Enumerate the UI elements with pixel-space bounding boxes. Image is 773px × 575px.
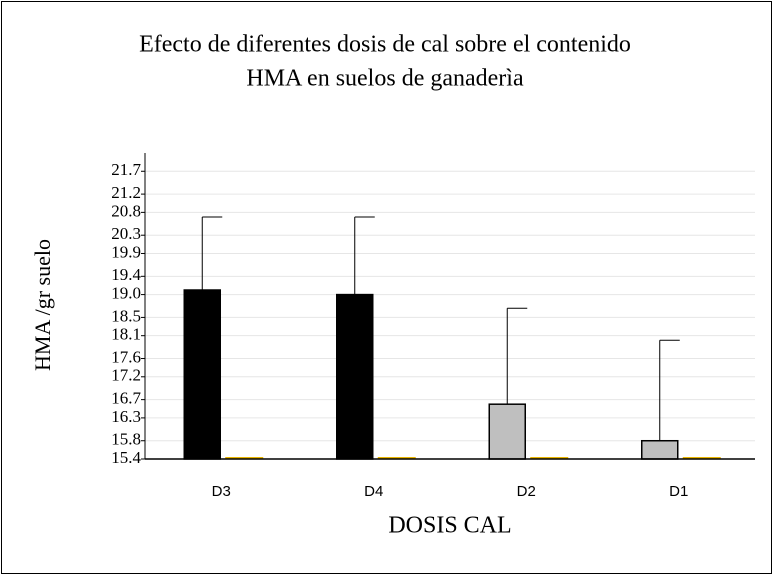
y-tick-label: 15.8 <box>111 430 141 449</box>
y-tick-label: 21.2 <box>111 183 141 202</box>
error-bar <box>201 216 223 291</box>
chart-title: Efecto de diferentes dosis de cal sobre … <box>139 32 631 58</box>
y-tick-label: 19.9 <box>111 242 141 261</box>
y-tick-label: 20.8 <box>111 201 141 220</box>
x-tick-label: D1 <box>669 483 688 500</box>
y-tick-label: 21.7 <box>111 160 141 179</box>
y-tick-label: 19.0 <box>111 283 141 302</box>
y-tick-label: 18.1 <box>111 325 141 344</box>
bar <box>488 403 526 460</box>
error-bar <box>659 339 680 441</box>
y-tick-label: 15.4 <box>111 448 141 467</box>
y-axis-title: HMA /gr suelo <box>30 239 55 371</box>
x-tick-label: D2 <box>517 483 536 500</box>
y-tick-label: 20.3 <box>111 224 141 243</box>
y-tick-label: 19.4 <box>111 265 141 284</box>
x-axis-title: DOSIS CAL <box>388 513 511 539</box>
error-bar <box>354 216 375 295</box>
bar <box>641 439 679 460</box>
y-tick-label: 18.5 <box>111 306 141 325</box>
x-tick-label: D4 <box>364 483 383 500</box>
error-bar <box>506 307 528 405</box>
x-tick-label: D3 <box>212 483 231 500</box>
y-tick-label: 16.3 <box>111 407 141 426</box>
y-tick-label: 17.6 <box>111 347 141 366</box>
bar <box>336 293 374 460</box>
bar <box>183 289 221 460</box>
chart-title: HMA en suelos de ganaderìa <box>246 66 524 92</box>
y-tick-label: 17.2 <box>111 366 141 385</box>
y-tick-label: 16.7 <box>111 389 141 408</box>
